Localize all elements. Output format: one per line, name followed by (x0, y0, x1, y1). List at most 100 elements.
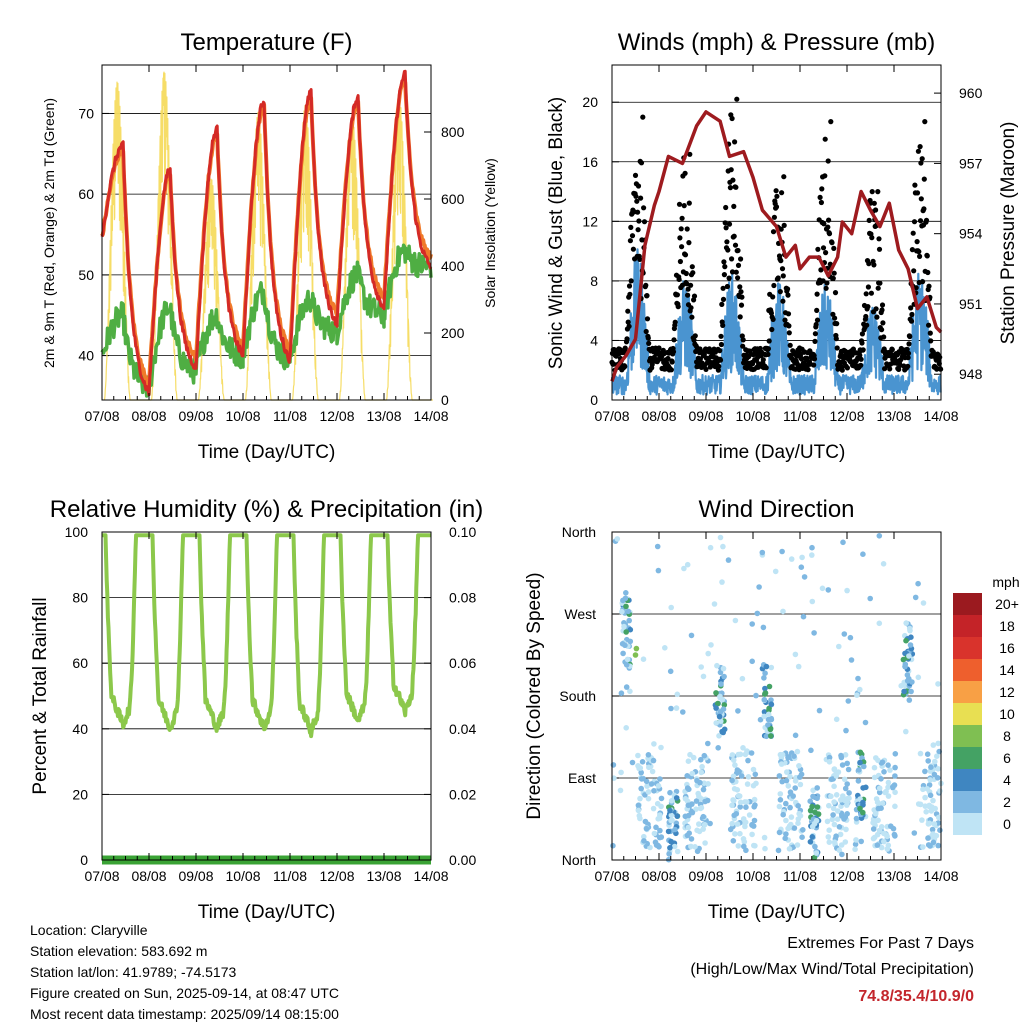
x-axis-title: Time (Day/UTC) (198, 442, 336, 463)
wind-direction-point (651, 741, 657, 747)
gust-point (644, 316, 651, 322)
wind-direction-point (619, 608, 625, 615)
wind-direction-point (871, 807, 877, 813)
wind-direction-point (935, 814, 942, 821)
gust-point (844, 365, 851, 371)
wind-direction-point (749, 621, 755, 627)
wind-direction-point (711, 601, 718, 607)
wind-direction-point (743, 804, 749, 810)
wind-direction-point (717, 534, 724, 541)
gust-point (775, 275, 781, 281)
wind-direction-point (707, 820, 713, 827)
gust-point (687, 151, 693, 157)
gust-point (859, 331, 866, 337)
wind-direction-point (911, 830, 918, 836)
wind-direction-point (841, 776, 848, 783)
wind-direction-point (765, 722, 771, 728)
wind-direction-point (669, 817, 675, 824)
wind-direction-point (674, 691, 681, 698)
wind-direction-point (815, 811, 822, 817)
wind-direction-point (654, 800, 661, 807)
wind-direction-point (638, 785, 644, 792)
wind-direction-point (689, 809, 696, 816)
gust-point (640, 114, 646, 120)
y-axis-title: 2m & 9m T (Red, Orange) & 2m Td (Green) (41, 98, 57, 368)
gust-point (729, 269, 736, 275)
wind-direction-point (713, 705, 719, 711)
gust-point (771, 214, 778, 220)
wind-direction-point (668, 812, 675, 819)
gust-point (874, 314, 880, 320)
wind-direction-point (763, 733, 770, 740)
gust-point (625, 319, 631, 325)
wind-direction-point (707, 544, 714, 551)
legend-swatch (953, 813, 982, 835)
gust-point (913, 285, 919, 291)
wind-direction-point (930, 797, 936, 804)
wind-direction-point (623, 684, 630, 690)
wind-direction-point (872, 818, 879, 825)
wind-direction-point (658, 834, 665, 840)
gust-point (865, 284, 872, 290)
x-tick-label: 07/08 (84, 868, 119, 884)
wind-direction-point (701, 821, 708, 828)
wind-direction-point (842, 839, 849, 845)
x-axis-title: Time (Day/UTC) (198, 902, 336, 923)
gust-point (919, 156, 925, 162)
wind-direction-point (932, 758, 938, 765)
wind-direction-point (862, 719, 869, 726)
x-tick-label: 10/08 (225, 408, 260, 424)
wind-direction-point (841, 631, 848, 637)
gust-point (646, 340, 652, 346)
gust-point (729, 115, 735, 122)
wind-direction-point (732, 617, 739, 624)
wind-direction-point (902, 661, 909, 668)
wind-direction-point (857, 759, 863, 766)
wind-direction-point (762, 845, 768, 852)
gust-point (826, 217, 832, 223)
gust-point (829, 240, 835, 246)
wind-direction-point (929, 826, 936, 833)
wind-direction-point (825, 834, 832, 840)
wind-direction-point (688, 836, 695, 842)
gust-point (635, 209, 641, 215)
gust-point (876, 246, 883, 252)
gust-point (721, 259, 727, 265)
legend-label: 20+ (995, 596, 1019, 612)
wind-direction-point (671, 843, 678, 850)
wind-direction-point (637, 765, 644, 771)
wind-direction-point (811, 630, 817, 636)
wind-direction-point (794, 842, 801, 848)
wind-direction-point (651, 788, 657, 794)
gust-point (777, 289, 783, 295)
wind-direction-point (873, 796, 880, 802)
gust-point (718, 341, 725, 348)
wind-direction-point (807, 798, 813, 804)
wind-direction-point (844, 781, 850, 787)
gust-point (679, 244, 685, 250)
wind-direction-point (713, 690, 719, 696)
wind-direction-point (797, 813, 804, 819)
wind-direction-point (792, 785, 798, 791)
wind-direction-point (766, 705, 772, 712)
wind-direction-point (725, 557, 732, 563)
wind-direction-point (935, 842, 941, 849)
wind-direction-point (645, 752, 652, 758)
wind-direction-point (626, 617, 632, 624)
wind-direction-point (688, 632, 695, 639)
wind-direction-point (922, 768, 928, 775)
wind-direction-point (653, 824, 659, 831)
wind-direction-point (698, 756, 704, 763)
gust-point (824, 280, 830, 286)
wind-direction-point (768, 697, 774, 703)
x-tick-label: 12/08 (319, 868, 354, 884)
wind-direction-point (809, 598, 816, 605)
gust-point (869, 235, 875, 241)
wind-direction-point (627, 638, 634, 645)
wind-direction-point (828, 776, 835, 782)
location-text: Location: Claryville (30, 922, 148, 938)
wind-direction-point (730, 757, 737, 763)
gust-point (738, 302, 745, 308)
wind-direction-point (857, 749, 864, 756)
gust-point (774, 193, 780, 199)
